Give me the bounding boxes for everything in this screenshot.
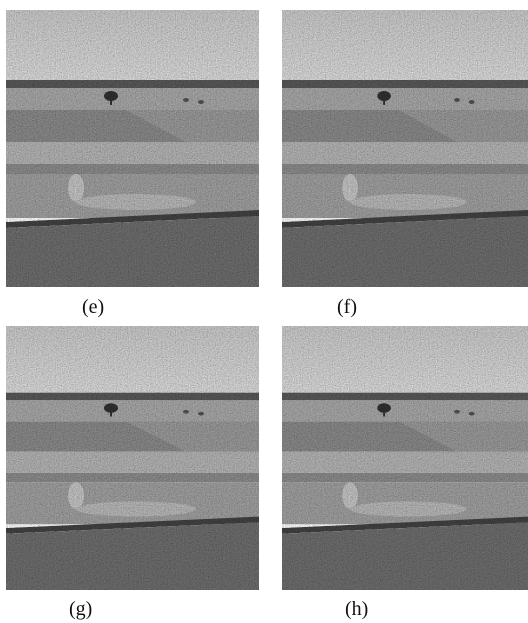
panel-image [6, 326, 259, 590]
caption: (e) [82, 296, 104, 319]
caption: (f) [337, 296, 357, 319]
figure: (e) (f) (g) (h) (() => { const data = JS… [0, 0, 528, 623]
panel-image [282, 326, 528, 590]
panel-image [282, 10, 528, 287]
caption: (g) [69, 598, 92, 621]
panel-image [6, 10, 259, 287]
caption: (h) [345, 598, 368, 621]
